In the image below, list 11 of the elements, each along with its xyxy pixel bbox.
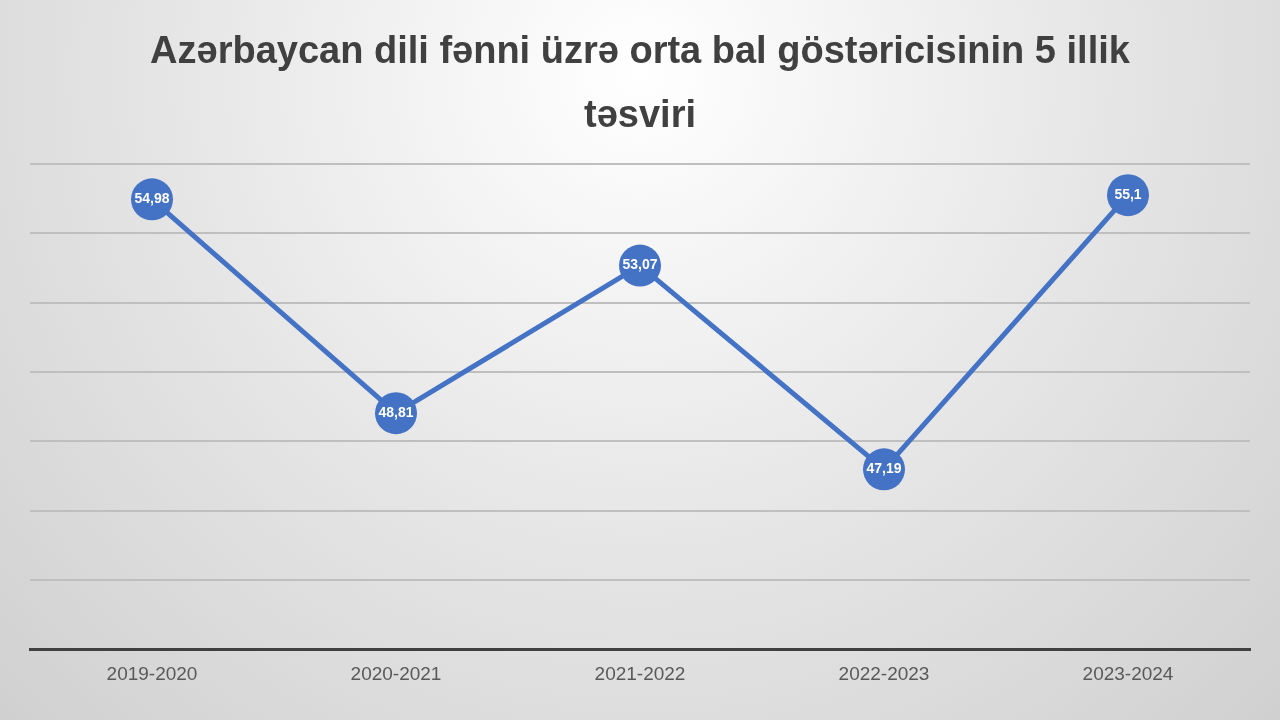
data-label: 53,07	[622, 256, 658, 273]
x-tick-label: 2022-2023	[838, 662, 930, 684]
data-label: 47,19	[866, 460, 902, 477]
x-tick-label: 2019-2020	[106, 662, 198, 684]
x-tick-label: 2020-2021	[350, 662, 442, 684]
data-label: 55,1	[1114, 186, 1142, 203]
data-label: 54,98	[134, 190, 170, 207]
chart-title: Azərbaycan dili fənni üzrə orta bal göstəricisinin 5 illik təsviri	[149, 28, 1131, 137]
data-label: 48,81	[378, 404, 414, 421]
x-tick-label: 2023-2024	[1082, 662, 1174, 684]
x-tick-label: 2021-2022	[594, 662, 686, 684]
